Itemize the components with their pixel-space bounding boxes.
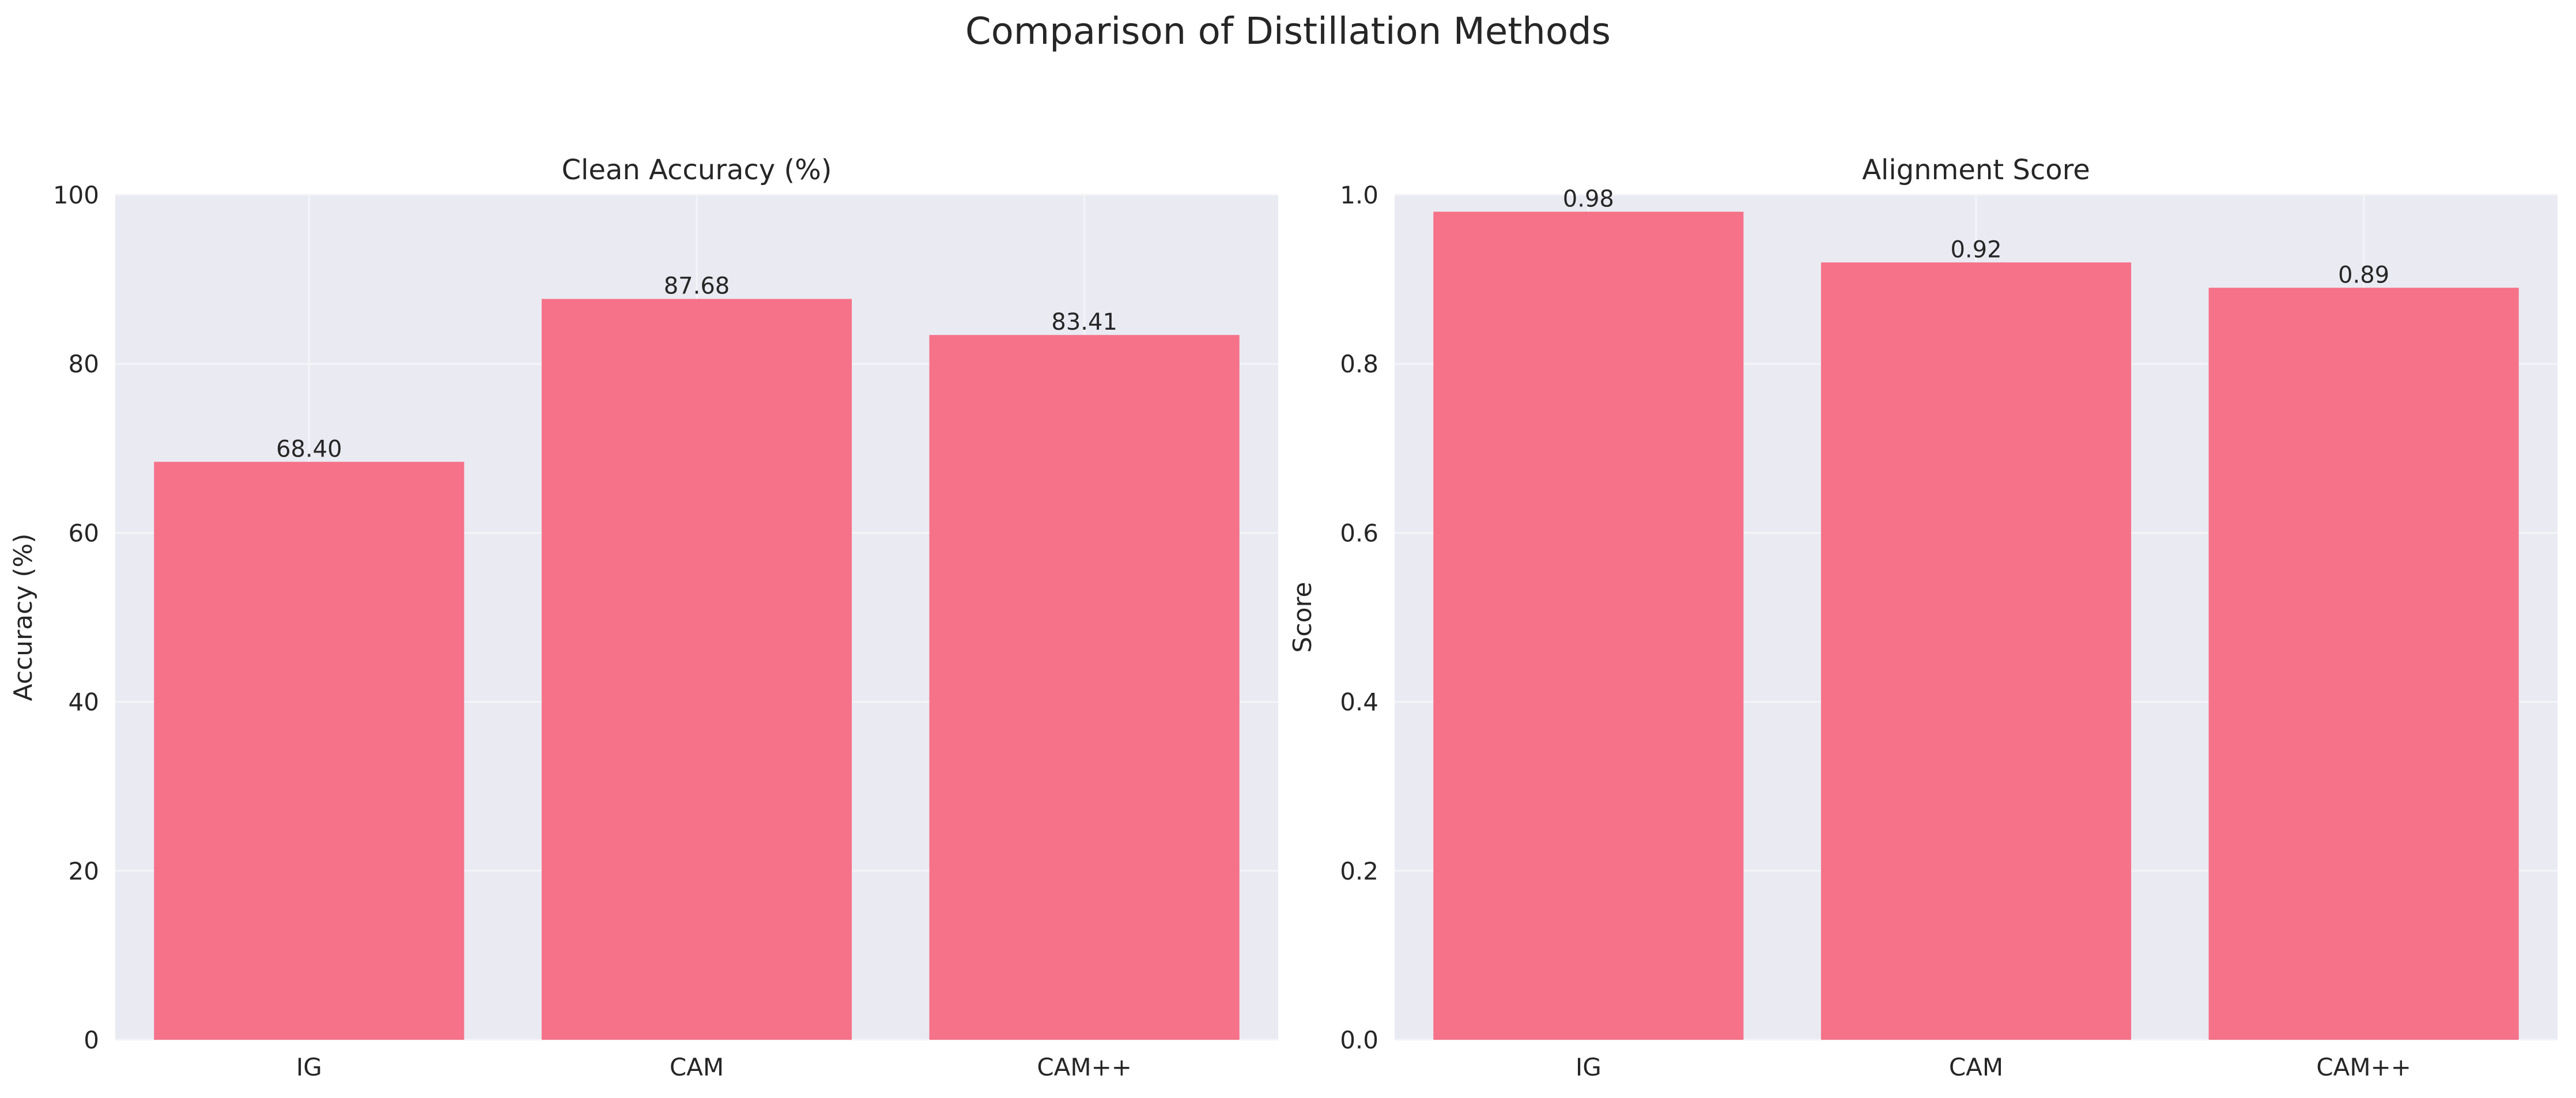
chart-title: Clean Accuracy (%): [562, 154, 832, 186]
bar-value-label: 0.98: [1563, 186, 1614, 212]
x-tick-label: CAM++: [1037, 1053, 1132, 1081]
y-tick-label: 0.8: [1340, 350, 1378, 378]
y-tick-label: 20: [69, 857, 99, 885]
bar-value-label: 87.68: [664, 273, 730, 300]
y-tick-label: 40: [69, 688, 99, 716]
bar-value-label: 0.92: [1950, 236, 2001, 263]
y-axis-label: Score: [1288, 582, 1317, 652]
x-tick-label: CAM++: [2316, 1053, 2411, 1081]
x-tick-label: CAM: [1949, 1053, 2003, 1081]
bar-value-label: 83.41: [1051, 309, 1117, 335]
y-tick-label: 0.4: [1340, 688, 1378, 716]
bar-camplusplus: [929, 335, 1240, 1040]
x-tick-label: IG: [296, 1053, 322, 1081]
bar-cam: [1820, 262, 2132, 1040]
chart-title: Alignment Score: [1862, 154, 2090, 186]
y-axis-label: Accuracy (%): [9, 533, 38, 701]
bar-ig: [154, 462, 464, 1040]
x-tick-label: IG: [1576, 1053, 1601, 1081]
chart-panel-1: 0.0 0.2 0.4 0.6 0.8 1.0 0.98 IG 0.92 CAM 0.89 CAM++…: [1288, 154, 2558, 1081]
y-tick-label: 0.0: [1340, 1026, 1378, 1054]
y-tick-label: 100: [53, 181, 99, 209]
bar-cam: [541, 299, 852, 1040]
bar-ig: [1433, 212, 1744, 1040]
x-tick-label: CAM: [670, 1053, 724, 1081]
y-tick-label: 1.0: [1340, 181, 1378, 209]
y-tick-label: 60: [69, 519, 99, 547]
y-tick-label: 80: [69, 350, 99, 378]
y-tick-label: 0: [84, 1026, 99, 1054]
y-tick-label: 0.2: [1340, 857, 1378, 885]
bar-value-label: 0.89: [2338, 262, 2389, 288]
bar-camplusplus: [2208, 288, 2519, 1040]
bar-value-label: 68.40: [276, 436, 342, 462]
chart-panel-0: 0 20 40 60 80 100 68.40 IG 87.68 CAM 83.41 CAM++ Cle…: [9, 154, 1278, 1081]
figure-suptitle: Comparison of Distillation Methods: [965, 10, 1611, 53]
y-tick-label: 0.6: [1340, 519, 1378, 547]
